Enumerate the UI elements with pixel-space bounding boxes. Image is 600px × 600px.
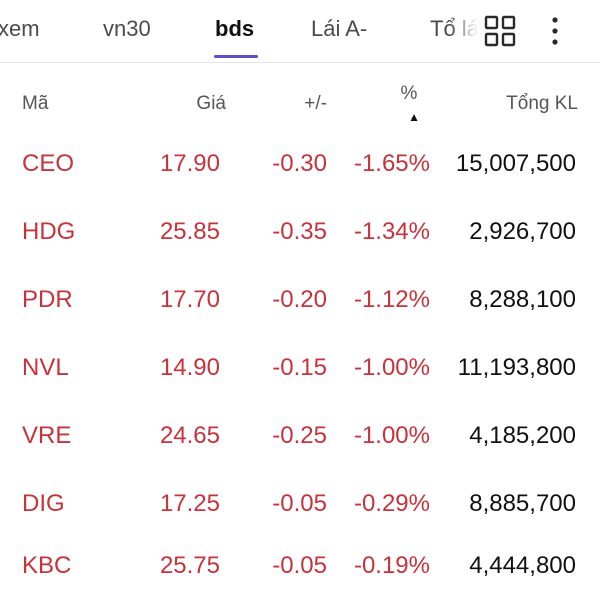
tab-to-la[interactable]: Tổ lá bbox=[430, 16, 478, 41]
more-vertical-icon[interactable] bbox=[543, 15, 567, 47]
stock-code: PDR bbox=[22, 286, 73, 313]
price-change: -0.15 bbox=[272, 354, 327, 381]
stock-code: DIG bbox=[22, 490, 65, 517]
table-row[interactable]: DIG 17.25 -0.05 -0.29% 8,885,700 bbox=[0, 470, 600, 538]
table-row[interactable]: PDR 17.70 -0.20 -1.12% 8,288,100 bbox=[0, 266, 600, 334]
header-change[interactable]: +/- bbox=[304, 93, 327, 114]
stock-code: CEO bbox=[22, 150, 75, 177]
price-change: -0.25 bbox=[272, 422, 327, 449]
table-header: Mã Giá +/- % ▲ Tổng KL bbox=[0, 62, 600, 134]
stock-code: HDG bbox=[22, 218, 76, 245]
total-volume: 4,185,200 bbox=[469, 422, 576, 449]
total-volume: 8,885,700 bbox=[469, 490, 576, 517]
stock-code: VRE bbox=[22, 422, 72, 449]
stock-code: KBC bbox=[22, 552, 72, 579]
tab-bds[interactable]: bds bbox=[215, 16, 255, 41]
total-volume: 8,288,100 bbox=[469, 286, 576, 313]
price-change: -0.35 bbox=[272, 218, 327, 245]
header-volume[interactable]: Tổng KL bbox=[506, 93, 578, 114]
stock-price: 25.85 bbox=[159, 218, 220, 245]
percent-change: -1.00% bbox=[353, 422, 430, 449]
tab-vn30[interactable]: vn30 bbox=[103, 16, 151, 41]
price-change: -0.05 bbox=[272, 552, 327, 579]
table-row[interactable]: KBC 25.75 -0.05 -0.19% 4,444,800 bbox=[0, 532, 600, 600]
total-volume: 4,444,800 bbox=[469, 552, 576, 579]
stock-price: 25.75 bbox=[159, 552, 220, 579]
percent-change: -1.00% bbox=[353, 354, 430, 381]
tabs-scroll-area[interactable]: xem vn30 bds Lái A- Tổ lá bbox=[0, 0, 478, 62]
percent-change: -1.34% bbox=[353, 218, 430, 245]
total-volume: 15,007,500 bbox=[455, 150, 576, 177]
header-price[interactable]: Giá bbox=[196, 93, 226, 114]
percent-change: -0.19% bbox=[353, 552, 430, 579]
total-volume: 2,926,700 bbox=[469, 218, 576, 245]
grid-view-icon[interactable] bbox=[484, 15, 516, 47]
tab-xem[interactable]: xem bbox=[0, 16, 40, 41]
percent-change: -1.12% bbox=[353, 286, 430, 313]
price-change: -0.30 bbox=[272, 150, 327, 177]
table-row[interactable]: NVL 14.90 -0.15 -1.00% 11,193,800 bbox=[0, 334, 600, 402]
stock-price: 14.90 bbox=[159, 354, 220, 381]
header-percent[interactable]: % bbox=[400, 83, 418, 104]
total-volume: 11,193,800 bbox=[457, 354, 576, 381]
watchlist-tab-bar: xem vn30 bds Lái A- Tổ lá bbox=[0, 0, 600, 63]
percent-change: -0.29% bbox=[353, 490, 430, 517]
table-row[interactable]: VRE 24.65 -0.25 -1.00% 4,185,200 bbox=[0, 402, 600, 470]
tab-lai-a[interactable]: Lái A- bbox=[311, 16, 368, 41]
sort-ascending-icon[interactable]: ▲ bbox=[408, 110, 420, 124]
stock-price: 24.65 bbox=[159, 422, 220, 449]
table-row[interactable]: HDG 25.85 -0.35 -1.34% 2,926,700 bbox=[0, 198, 600, 266]
table-row[interactable]: CEO 17.90 -0.30 -1.65% 15,007,500 bbox=[0, 130, 600, 198]
active-tab-indicator bbox=[214, 55, 258, 58]
stock-price: 17.25 bbox=[159, 490, 220, 517]
header-code[interactable]: Mã bbox=[22, 93, 49, 114]
stock-price: 17.70 bbox=[159, 286, 220, 313]
price-change: -0.20 bbox=[272, 286, 327, 313]
percent-change: -1.65% bbox=[353, 150, 430, 177]
stock-price: 17.90 bbox=[159, 150, 220, 177]
stock-code: NVL bbox=[22, 354, 69, 381]
price-change: -0.05 bbox=[272, 490, 327, 517]
